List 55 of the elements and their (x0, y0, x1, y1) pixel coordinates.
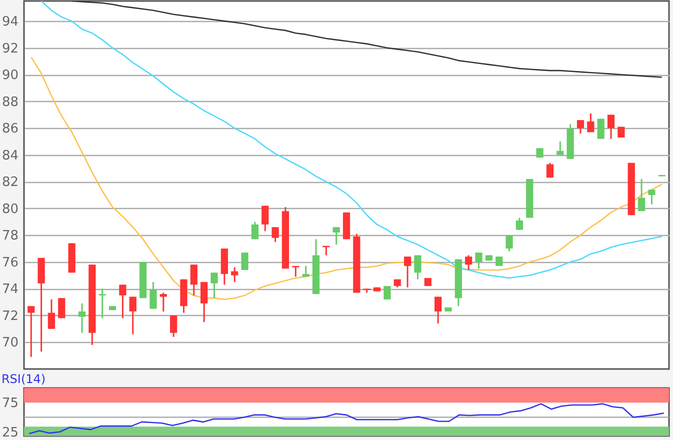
y-tick-label: 82 (2, 175, 18, 190)
candlestick (607, 114, 615, 140)
candlestick (414, 254, 422, 280)
candlestick (98, 288, 106, 319)
candlestick (48, 298, 56, 330)
candlestick (404, 256, 412, 288)
candlestick (78, 302, 86, 334)
y-tick-label: 75 (2, 396, 18, 412)
candlestick (506, 234, 513, 252)
candlestick (251, 221, 258, 240)
y-tick-label: 76 (2, 255, 18, 270)
candlestick (597, 118, 604, 140)
candlestick (150, 281, 157, 310)
candlestick (119, 284, 126, 319)
candlestick (241, 252, 248, 271)
line-series (28, 403, 665, 434)
y-tick-label: 72 (2, 308, 18, 324)
line-series (40, 1, 663, 279)
chart-title: RSI(14) (1, 372, 46, 386)
candlestick (465, 254, 472, 271)
candlestick (434, 296, 442, 324)
candlestick (160, 292, 167, 312)
y-tick-label: 80 (2, 202, 18, 217)
candlestick (190, 264, 198, 296)
candlestick (496, 256, 503, 267)
y-tick-label: 25 (2, 425, 18, 440)
candlestick (638, 178, 646, 212)
y-tick-label: 92 (2, 41, 18, 56)
candlestick (170, 314, 178, 338)
candlestick (231, 266, 238, 283)
candlestick (332, 226, 340, 246)
candlestick (58, 297, 66, 319)
y-tick-label: 86 (2, 122, 18, 137)
y-tick-label: 78 (2, 228, 18, 244)
candlestick (546, 162, 554, 178)
line-series (71, 1, 663, 78)
candlestick (576, 119, 584, 134)
candlestick (384, 285, 391, 300)
y-tick-label: 74 (2, 282, 18, 298)
candlestick (129, 296, 136, 335)
candlestick (272, 226, 279, 243)
candlestick (28, 305, 35, 358)
candlestick (556, 140, 564, 156)
candlestick (475, 252, 482, 270)
y-tick-label: 88 (2, 94, 18, 110)
candlestick (648, 188, 656, 206)
candlestick (262, 204, 269, 232)
candlestick (587, 112, 594, 133)
candlestick (210, 272, 218, 299)
y-tick-label: 84 (2, 148, 18, 164)
candlestick (200, 281, 208, 323)
y-tick-label: 70 (2, 336, 18, 351)
y-tick-label: 90 (2, 68, 18, 84)
y-tick-label: 94 (2, 14, 18, 30)
candlestick (516, 217, 524, 231)
